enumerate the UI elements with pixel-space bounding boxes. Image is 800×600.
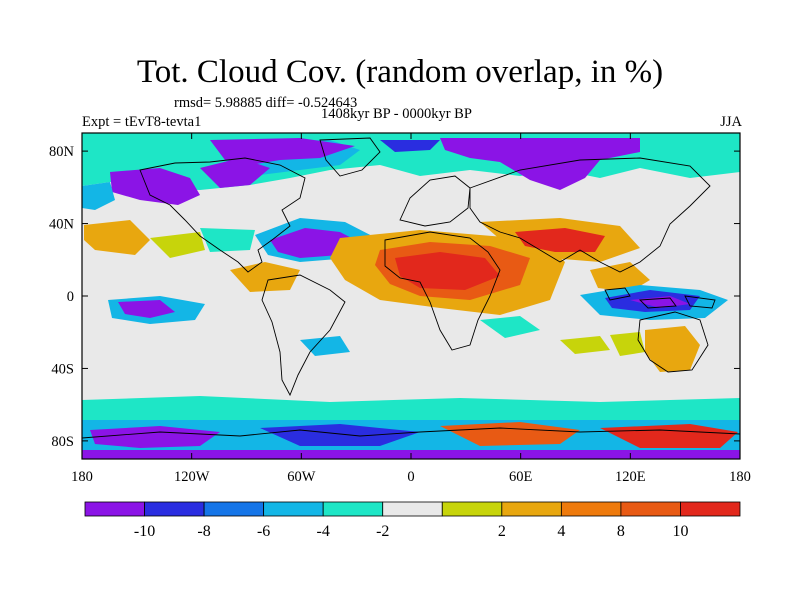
colorbar-swatch <box>203 501 265 517</box>
colorbar-label: -2 <box>376 523 389 540</box>
anomaly-blob <box>610 332 645 356</box>
axis-tick-labels: 80N 40N 0 40S 80S 180 120W 60W 0 60E 120E 180 <box>49 144 751 485</box>
anomaly-blob <box>82 182 115 210</box>
lat-tick-label: 80N <box>49 144 75 160</box>
colorbar-label: 10 <box>672 523 688 540</box>
colorbar-swatch <box>322 501 384 517</box>
colorbar-label: -4 <box>317 523 330 540</box>
lon-tick-label: 60W <box>287 469 316 485</box>
colorbar-label: -10 <box>134 523 155 540</box>
anomaly-blob <box>395 252 500 290</box>
lat-tick-label: 40S <box>51 361 74 377</box>
anomaly-blob <box>84 220 150 255</box>
colorbar-label: 4 <box>557 523 565 540</box>
coastline-greenland <box>319 137 381 177</box>
colorbar-swatch <box>441 501 503 517</box>
colorbar-swatch <box>560 501 622 517</box>
anomaly-blob <box>82 396 740 420</box>
coastlines <box>82 137 740 439</box>
anomaly-blob <box>118 300 175 318</box>
anomaly-blob <box>90 426 220 448</box>
colorbar-swatch <box>144 501 205 517</box>
anomaly-blob <box>645 326 700 372</box>
experiment-label: Expt = tEvT8-tevta1 <box>82 114 202 130</box>
lon-tick-label: 0 <box>407 469 414 485</box>
anomaly-blob <box>110 168 200 205</box>
colorbar-swatch <box>263 501 324 517</box>
lon-tick-label: 120E <box>615 469 646 485</box>
colorbar-swatch <box>382 501 443 517</box>
colorbar-swatch <box>84 501 145 517</box>
anomaly-blob <box>150 232 205 258</box>
anomaly-blob <box>230 262 300 292</box>
coastline-indonesia <box>604 287 716 309</box>
map-title: Tot. Cloud Cov. (random overlap, in %) <box>136 54 664 90</box>
colorbar-swatch <box>680 501 741 517</box>
anomaly-blob <box>590 262 650 292</box>
anomaly-blob <box>515 228 605 252</box>
coastline-antarctica <box>82 427 740 439</box>
colorbar-label: -6 <box>257 523 270 540</box>
colorbar-swatch <box>501 501 562 517</box>
lat-tick-label: 80S <box>51 434 74 450</box>
lat-tick-label: 0 <box>67 289 74 305</box>
anomaly-blob <box>380 140 440 152</box>
anomaly-blob <box>260 424 420 446</box>
lat-tick-label: 40N <box>49 217 75 233</box>
coastline-australia <box>637 311 709 373</box>
season-label: JJA <box>720 114 742 130</box>
colorbar-label: -8 <box>197 523 210 540</box>
lon-tick-label: 120W <box>174 469 210 485</box>
lon-tick-label: 180 <box>71 469 93 485</box>
colorbar: -10 -8 -6 -4 -2 2 4 8 10 <box>84 501 741 540</box>
colorbar-swatch <box>620 501 681 517</box>
anomaly-blob <box>440 422 580 446</box>
anomaly-blob <box>200 158 270 188</box>
coastline-south-america <box>261 274 346 397</box>
coastline-asia <box>469 157 711 273</box>
colorbar-label: 8 <box>617 523 625 540</box>
anomaly-blob <box>600 424 738 448</box>
lon-tick-label: 60E <box>509 469 533 485</box>
lon-tick-label: 180 <box>729 469 751 485</box>
stats-label: rmsd= 5.98885 diff= -0.524643 <box>174 95 358 111</box>
colorbar-label: 2 <box>498 523 506 540</box>
coastline-north-america <box>139 157 306 273</box>
period-label: 1408kyr BP - 0000kyr BP <box>321 106 472 122</box>
anomaly-blob <box>560 336 610 354</box>
axis-ticks <box>81 133 741 459</box>
anomaly-blob <box>300 336 350 356</box>
anomaly-field <box>82 133 740 459</box>
anomaly-blob <box>440 138 640 190</box>
anomaly-blob <box>480 316 540 338</box>
coastline-africa <box>384 231 501 351</box>
